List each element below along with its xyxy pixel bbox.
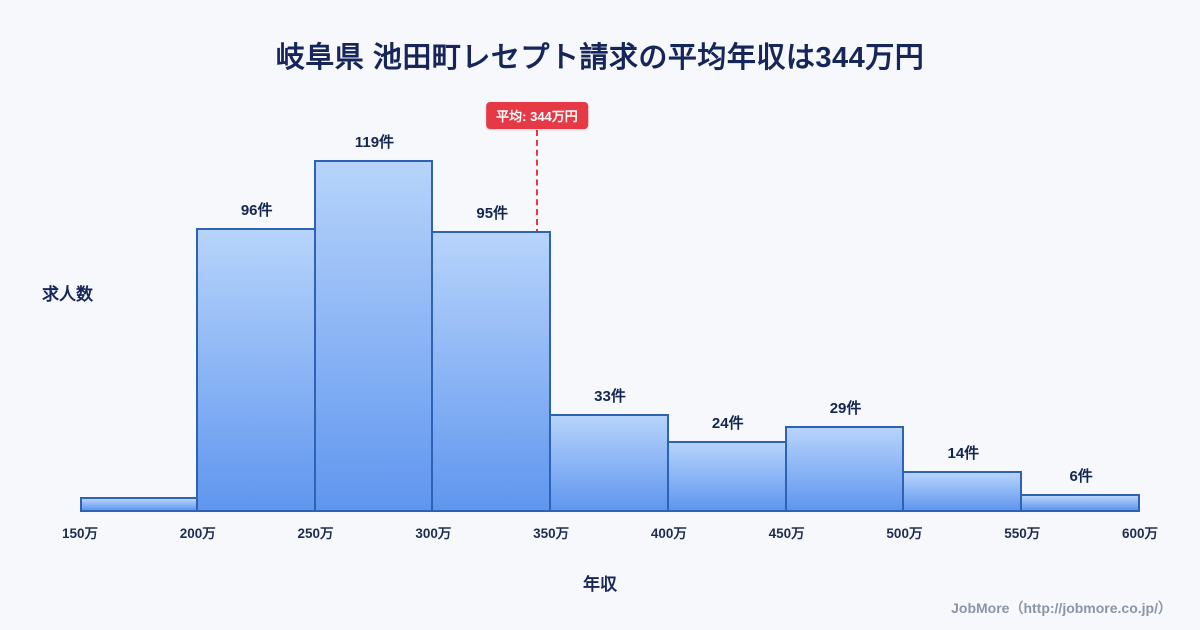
x-tick-label: 400万 [650,526,687,541]
histogram-bar [666,441,787,512]
x-tick-label: 450万 [768,526,805,541]
histogram-bar [80,497,198,512]
x-tick-label: 600万 [1121,526,1159,541]
histogram-bar [549,414,669,512]
histogram-bar [313,160,434,512]
bar-count-label: 24件 [711,415,744,433]
bar-count-label: 33件 [594,388,626,406]
x-tick-label: 550万 [1004,526,1041,541]
bar-count-label: 29件 [829,400,862,418]
bar-count-label: 95件 [476,205,509,222]
footer-credit: JobMore（http://jobmore.co.jp/） [951,600,1172,616]
histogram-bar [195,228,316,512]
histogram-plot-area: 平均: 344万円 96件 119件 95件 33件 24件 29件 14件 6件 150万 20… [62,100,1158,541]
chart-title: 岐阜県 池田町レセプト請求の平均年収は344万円 [275,42,925,74]
histogram-bar [784,426,905,512]
average-badge: 平均: 344万円 [486,102,588,129]
bar-count-label: 14件 [947,444,980,462]
x-tick-label: 200万 [179,526,216,541]
y-axis-label: 求人数 [42,285,93,304]
histogram-bar [902,470,1023,512]
histogram-bar [431,231,552,512]
x-tick-label: 350万 [533,526,570,541]
bar-count-label: 119件 [354,134,395,151]
x-tick-label: 250万 [297,526,334,541]
x-axis-label: 年収 [583,575,617,594]
histogram-bar [1020,494,1140,512]
x-tick-label: 500万 [886,526,923,541]
bar-count-label: 6件 [1069,468,1093,486]
x-tick-label: 300万 [415,526,452,541]
bar-count-label: 96件 [240,202,273,220]
x-tick-label: 150万 [61,526,99,541]
